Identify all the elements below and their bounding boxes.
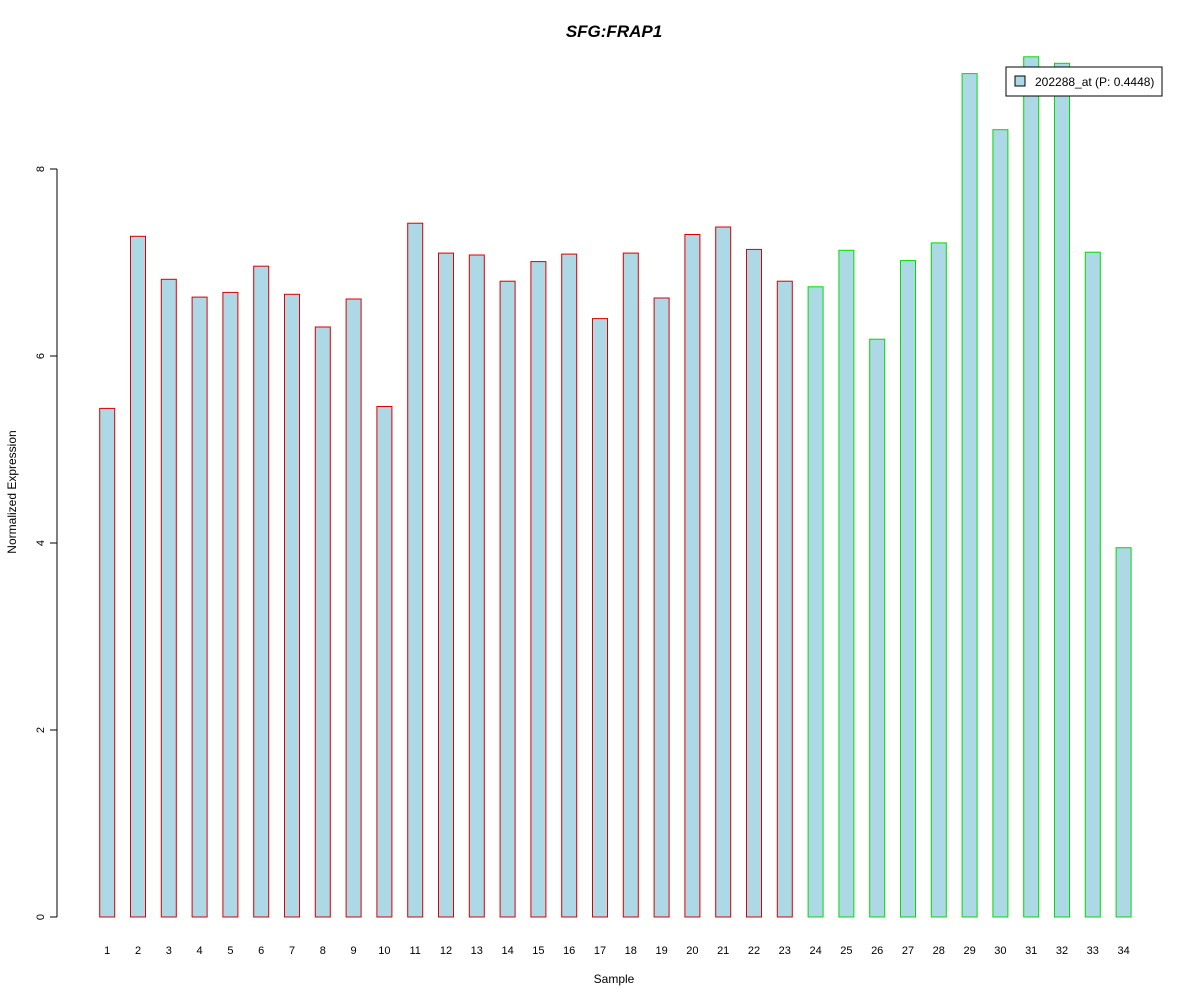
y-tick-label: 8: [35, 166, 47, 172]
bars-group: [99, 56, 1132, 918]
x-tick-label: 28: [933, 945, 945, 957]
x-axis-label: Sample: [594, 972, 635, 986]
bar-sample-5: [222, 291, 239, 918]
bar-sample-34: [1115, 547, 1132, 918]
bar-sample-1: [99, 407, 116, 918]
x-tick-label: 13: [471, 945, 483, 957]
x-tick-label: 32: [1056, 945, 1068, 957]
x-tick-label: 10: [378, 945, 390, 957]
bar-sample-30: [992, 129, 1009, 918]
bar-sample-11: [407, 222, 424, 918]
x-tick-label: 12: [440, 945, 452, 957]
x-tick-label: 14: [501, 945, 513, 957]
bar-sample-31: [1023, 56, 1040, 918]
bar-sample-2: [130, 235, 146, 918]
x-tick-label: 21: [717, 945, 729, 957]
bar-sample-20: [684, 234, 701, 918]
bar-sample-16: [561, 253, 578, 918]
y-tick-label: 6: [35, 353, 47, 359]
x-tick-label: 2: [135, 945, 141, 957]
x-tick-label: 9: [351, 945, 357, 957]
x-tick-label: 15: [532, 945, 544, 957]
legend: 202288_at (P: 0.4448): [1005, 66, 1163, 97]
x-tick-labels: 1 2 3 4 5 6 7 8 9 10 11 12 13 14 15 16 17 18 19 20 21 22 23 24 2…: [104, 945, 1130, 957]
x-tick-label: 11: [409, 945, 420, 957]
bar-sample-18: [622, 252, 639, 918]
bar-sample-6: [253, 265, 270, 918]
bar-sample-12: [438, 252, 454, 918]
bar-sample-17: [592, 318, 608, 918]
bar-sample-22: [746, 248, 762, 918]
bar-sample-28: [930, 242, 947, 918]
y-tick-label: 2: [35, 727, 47, 733]
bar-sample-13: [468, 254, 485, 918]
bar-sample-23: [776, 280, 793, 918]
bar-sample-26: [869, 338, 886, 918]
x-tick-label: 17: [594, 945, 606, 957]
bar-sample-21: [715, 226, 732, 918]
bar-sample-4: [191, 296, 208, 918]
y-axis-label: Normalized Expression: [5, 430, 19, 553]
bar-sample-25: [838, 249, 855, 918]
x-tick-label: 34: [1117, 945, 1129, 957]
x-tick-label: 23: [779, 945, 791, 957]
bar-sample-29: [961, 73, 978, 918]
x-tick-label: 8: [320, 945, 326, 957]
x-tick-label: 31: [1025, 945, 1037, 957]
bar-sample-10: [376, 406, 393, 918]
bar-sample-8: [314, 326, 331, 918]
x-tick-label: 7: [289, 945, 295, 957]
bar-sample-19: [653, 297, 670, 918]
bar-sample-14: [499, 280, 516, 918]
x-tick-label: 4: [197, 945, 203, 957]
x-tick-label: 19: [655, 945, 667, 957]
y-tick-label: 4: [35, 540, 47, 546]
legend-box: [1005, 66, 1163, 97]
y-axis: 0 2 4 6 8: [35, 166, 58, 920]
x-tick-label: 5: [227, 945, 233, 957]
chart-title: SFG:FRAP1: [566, 22, 662, 41]
bar-sample-7: [284, 293, 300, 918]
bar-sample-32: [1054, 62, 1070, 918]
bar-sample-27: [900, 260, 916, 918]
x-tick-label: 16: [563, 945, 575, 957]
bar-sample-3: [160, 278, 177, 918]
bar-sample-33: [1084, 251, 1101, 918]
legend-label: 202288_at (P: 0.4448): [1035, 75, 1154, 89]
x-tick-label: 1: [104, 945, 110, 957]
x-tick-label: 20: [686, 945, 698, 957]
bar-sample-9: [345, 298, 362, 918]
x-tick-label: 24: [809, 945, 821, 957]
x-tick-label: 25: [840, 945, 852, 957]
y-tick-label: 0: [35, 914, 47, 920]
x-tick-label: 18: [625, 945, 637, 957]
x-tick-label: 27: [902, 945, 914, 957]
x-tick-label: 22: [748, 945, 760, 957]
x-tick-label: 26: [871, 945, 883, 957]
legend-swatch: [1014, 75, 1026, 87]
x-tick-label: 6: [258, 945, 264, 957]
x-tick-label: 29: [963, 945, 975, 957]
x-tick-label: 33: [1087, 945, 1099, 957]
bar-sample-15: [530, 261, 547, 918]
bar-sample-24: [807, 286, 824, 918]
x-tick-label: 30: [994, 945, 1006, 957]
x-tick-label: 3: [166, 945, 172, 957]
